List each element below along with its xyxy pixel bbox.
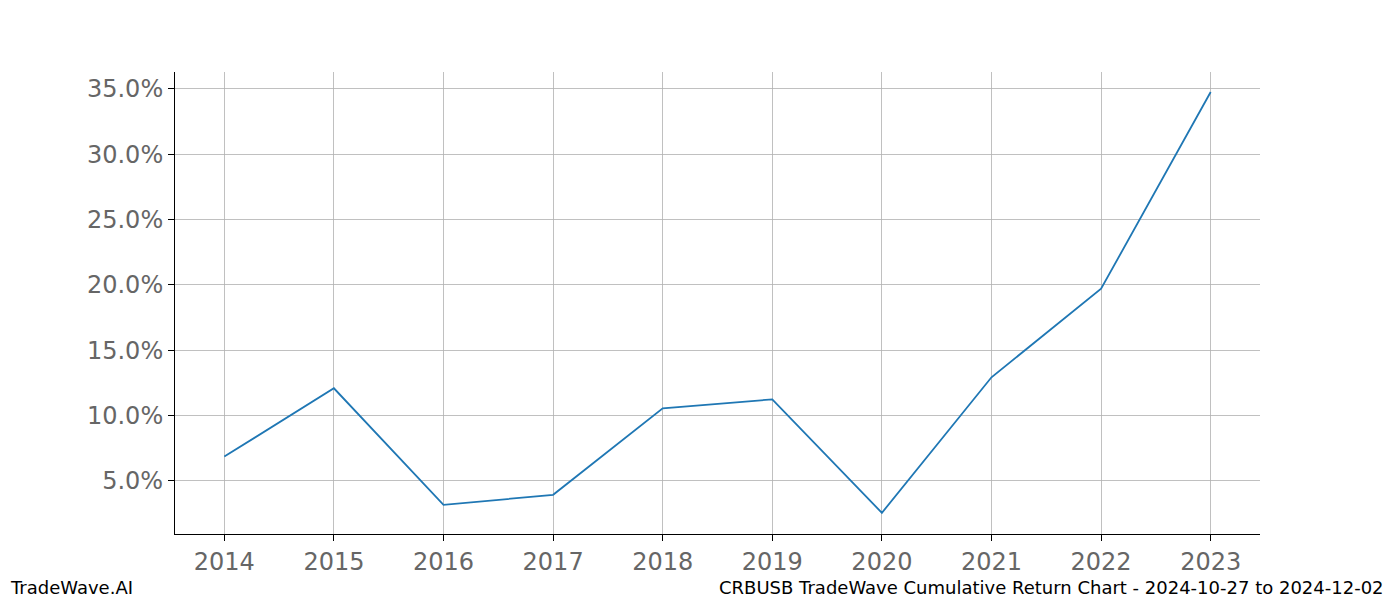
svg-text:30.0%: 30.0% <box>87 141 163 169</box>
svg-text:2023: 2023 <box>1180 548 1241 576</box>
svg-text:2021: 2021 <box>961 548 1022 576</box>
svg-text:35.0%: 35.0% <box>87 75 163 103</box>
svg-text:5.0%: 5.0% <box>102 467 163 495</box>
svg-text:TradeWave.AI: TradeWave.AI <box>10 577 133 598</box>
svg-text:2022: 2022 <box>1071 548 1132 576</box>
svg-text:20.0%: 20.0% <box>87 271 163 299</box>
svg-text:CRBUSB TradeWave Cumulative Re: CRBUSB TradeWave Cumulative Return Chart… <box>719 577 1384 598</box>
svg-text:25.0%: 25.0% <box>87 206 163 234</box>
svg-text:2020: 2020 <box>851 548 912 576</box>
svg-text:2019: 2019 <box>742 548 803 576</box>
svg-text:10.0%: 10.0% <box>87 402 163 430</box>
svg-text:2014: 2014 <box>194 548 255 576</box>
svg-text:2015: 2015 <box>303 548 364 576</box>
svg-text:2018: 2018 <box>632 548 693 576</box>
svg-text:15.0%: 15.0% <box>87 337 163 365</box>
svg-text:2016: 2016 <box>413 548 474 576</box>
svg-text:2017: 2017 <box>523 548 584 576</box>
